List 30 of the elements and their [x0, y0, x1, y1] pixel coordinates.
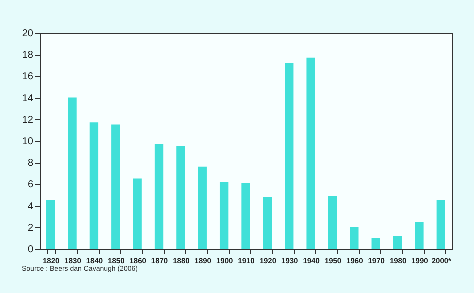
- bar: [133, 178, 142, 249]
- bar: [306, 58, 316, 249]
- bar: [436, 200, 446, 249]
- y-tick-label: 0: [28, 244, 34, 256]
- y-tick-label: 4: [28, 201, 34, 212]
- bar: [263, 197, 272, 249]
- bar: [242, 183, 250, 249]
- bar: [90, 122, 99, 249]
- bar: [198, 166, 207, 249]
- y-tick-label: 8: [28, 158, 34, 170]
- bar: [68, 98, 77, 249]
- y-tick-label: 10: [22, 136, 34, 148]
- bar: [176, 146, 186, 249]
- y-tick-label: 14: [22, 93, 34, 104]
- bar: [393, 236, 402, 249]
- bar: [285, 63, 294, 249]
- y-tick-label: 2: [28, 222, 34, 234]
- y-tick-label: 20: [22, 28, 34, 40]
- bar: [415, 222, 424, 249]
- bar: [328, 196, 338, 249]
- bar: [220, 182, 229, 249]
- y-tick-label: 18: [22, 50, 34, 62]
- bar: [154, 144, 164, 249]
- y-tick-label: 12: [22, 114, 34, 126]
- bar: [112, 124, 120, 249]
- bar: [46, 200, 56, 249]
- bar: [372, 238, 380, 249]
- y-tick-label: 6: [28, 180, 34, 191]
- bar: [350, 227, 359, 249]
- y-tick-label: 16: [22, 72, 34, 83]
